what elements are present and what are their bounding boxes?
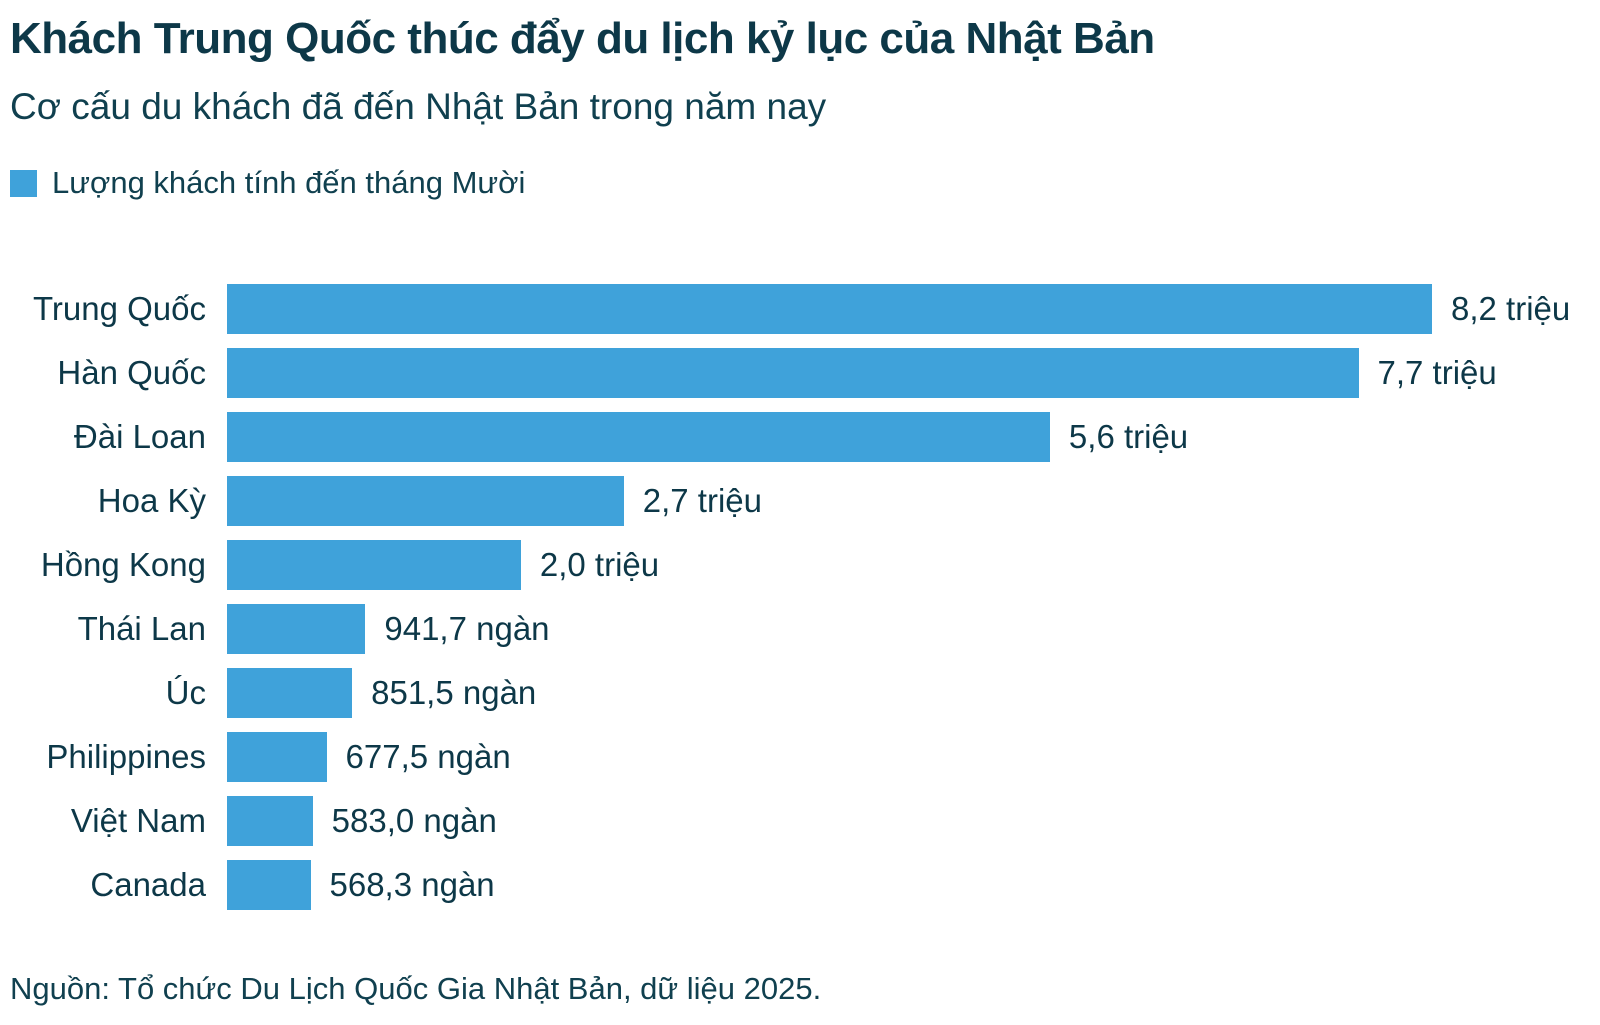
bar <box>227 348 1359 399</box>
category-label: Trung Quốc <box>32 290 206 328</box>
value-label: 568,3 ngàn <box>329 866 495 904</box>
bar-row: Hoa Kỳ 2,7 triệu <box>0 469 1600 533</box>
bar-row: Canada 568,3 ngàn <box>0 853 1600 917</box>
category-label: Canada <box>90 866 206 904</box>
value-label: 2,0 triệu <box>539 546 660 584</box>
bar-row: Philippines 677,5 ngàn <box>0 725 1600 789</box>
value-label: 8,2 triệu <box>1451 290 1571 328</box>
source-note: Nguồn: Tổ chức Du Lịch Quốc Gia Nhật Bản… <box>10 971 822 1007</box>
value-label: 7,7 triệu <box>1377 354 1497 392</box>
bar-cell: 5,6 triệu <box>227 405 1600 469</box>
category-label: Việt Nam <box>70 802 206 840</box>
category-label: Hoa Kỳ <box>97 482 206 520</box>
bar-cell: 7,7 triệu <box>227 341 1600 405</box>
bar-row: Việt Nam 583,0 ngàn <box>0 789 1600 853</box>
bar <box>227 476 624 527</box>
category-label: Đài Loan <box>73 418 206 456</box>
bar-cell: 8,2 triệu <box>227 277 1600 341</box>
bar-row: Thái Lan 941,7 ngàn <box>0 597 1600 661</box>
bar <box>227 796 313 847</box>
legend-swatch-icon <box>10 169 37 197</box>
bar-row: Đài Loan 5,6 triệu <box>0 405 1600 469</box>
bar <box>227 860 311 911</box>
bar-cell: 568,3 ngàn <box>227 853 1600 917</box>
bar <box>227 540 521 591</box>
bar-cell: 851,5 ngàn <box>227 661 1600 725</box>
bar-chart: Trung Quốc 8,2 triệu Hàn Quốc 7,7 triệu Đài … <box>0 277 1600 917</box>
category-label: Hàn Quốc <box>57 354 206 392</box>
bar-cell: 677,5 ngàn <box>227 725 1600 789</box>
bar <box>227 732 327 783</box>
bar-row: Úc 851,5 ngàn <box>0 661 1600 725</box>
bar-row: Hồng Kong 2,0 triệu <box>0 533 1600 597</box>
legend: Lượng khách tính đến tháng Mười <box>0 128 1600 201</box>
bar <box>227 604 366 655</box>
legend-label: Lượng khách tính đến tháng Mười <box>52 165 526 201</box>
chart-subtitle: Cơ cấu du khách đã đến Nhật Bản trong nă… <box>10 85 827 127</box>
bar <box>227 668 353 719</box>
category-label: Philippines <box>46 738 206 776</box>
chart-title: Khách Trung Quốc thúc đẩy du lịch kỷ lục… <box>10 14 1155 63</box>
value-label: 583,0 ngàn <box>331 802 497 840</box>
value-label: 677,5 ngàn <box>345 738 511 776</box>
value-label: 851,5 ngàn <box>371 674 537 712</box>
bar <box>227 284 1432 335</box>
category-label: Úc <box>165 674 206 712</box>
bar-row: Trung Quốc 8,2 triệu <box>0 277 1600 341</box>
category-label: Thái Lan <box>77 610 206 648</box>
bar <box>227 412 1050 463</box>
bar-cell: 2,0 triệu <box>227 533 1600 597</box>
bar-cell: 941,7 ngàn <box>227 597 1600 661</box>
bar-row: Hàn Quốc 7,7 triệu <box>0 341 1600 405</box>
value-label: 941,7 ngàn <box>384 610 550 648</box>
category-label: Hồng Kong <box>40 546 206 584</box>
bar-cell: 583,0 ngàn <box>227 789 1600 853</box>
bar-cell: 2,7 triệu <box>227 469 1600 533</box>
value-label: 5,6 triệu <box>1068 418 1189 456</box>
value-label: 2,7 triệu <box>642 482 763 520</box>
